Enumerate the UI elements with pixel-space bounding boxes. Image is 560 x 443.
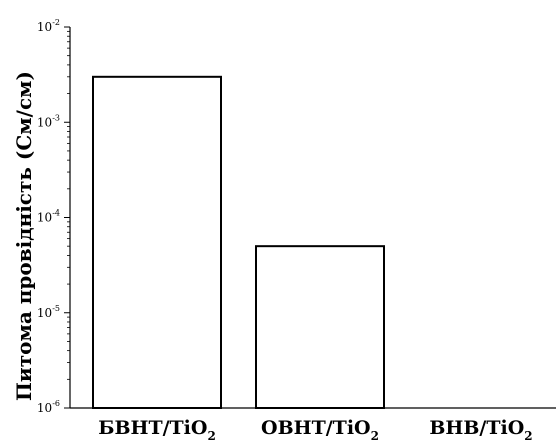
y-tick-label: 10-3 <box>37 113 60 129</box>
x-tick-label: БВНТ/TiO2 <box>98 417 216 443</box>
x-tick-labels: БВНТ/TiO2 ОВНТ/TiO2 ВНВ/TiO2 <box>98 417 532 443</box>
y-axis-title: Питома провідність (См/см) <box>12 71 36 401</box>
bars <box>92 75 385 409</box>
y-tick-label: 10-2 <box>37 18 60 34</box>
y-tick-label: 10-5 <box>37 304 60 320</box>
y-axis-label: Питома провідність (См/см) <box>12 71 36 401</box>
y-ticks: 10-6 10-5 10-4 10-3 10-2 <box>37 18 70 415</box>
bar <box>92 75 222 409</box>
x-tick-label: ОВНТ/TiO2 <box>261 417 379 443</box>
bar <box>255 245 385 409</box>
y-tick-label: 10-4 <box>37 209 60 225</box>
y-tick-label: 10-6 <box>37 399 60 415</box>
x-tick-label: ВНВ/TiO2 <box>429 417 532 443</box>
